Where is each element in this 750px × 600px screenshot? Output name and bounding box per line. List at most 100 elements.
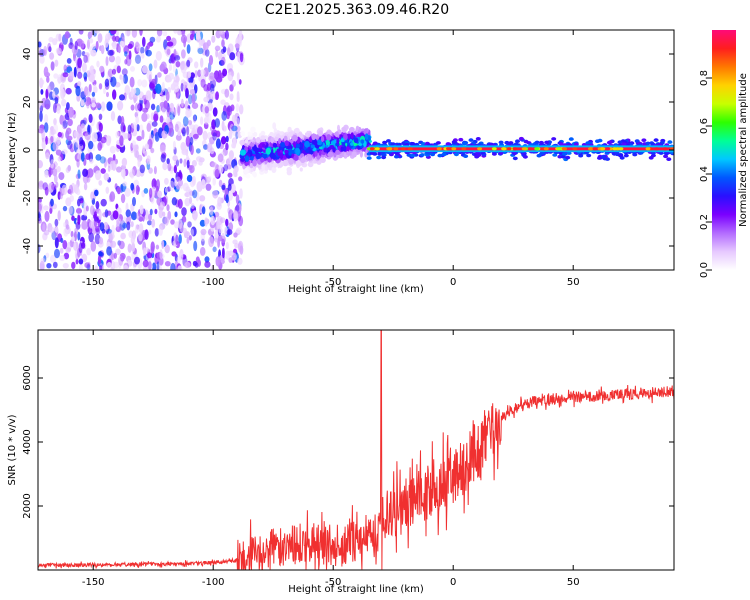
spectrogram-cell xyxy=(127,43,133,50)
spectrogram-cell xyxy=(231,125,238,132)
spectrogram-cell xyxy=(173,84,180,93)
spectrogram-cell xyxy=(239,52,244,63)
spectrogram-cell xyxy=(107,165,111,172)
spectrogram-cell xyxy=(146,155,151,165)
spectrogram-cell xyxy=(181,49,186,59)
spectrogram-cell xyxy=(181,127,186,137)
spectrogram-cell xyxy=(54,237,59,249)
spectrogram-cell xyxy=(225,194,229,204)
spectrogram-cell xyxy=(166,115,171,124)
spectrogram-cell xyxy=(151,121,158,127)
spectrogram-cell xyxy=(120,255,125,262)
spectrogram-cell xyxy=(212,177,216,186)
spectrogram-cell xyxy=(47,42,52,52)
spectrogram-cell xyxy=(654,147,660,151)
spectrogram-cell xyxy=(120,232,126,240)
colorbar-tick-label: 0.0 xyxy=(699,262,710,278)
spectrogram-cell xyxy=(255,137,261,144)
spectrogram-cell xyxy=(240,131,246,137)
spectrogram-cell xyxy=(56,165,61,173)
spectrogram-cell xyxy=(206,82,212,91)
spectrogram-cell xyxy=(71,261,76,270)
spectrogram-cell xyxy=(166,106,170,118)
spectrogram-cell xyxy=(87,168,94,178)
spectrogram-cell xyxy=(476,153,482,157)
spectrogram-cell xyxy=(139,164,145,174)
spectrogram-cell xyxy=(272,122,277,130)
spectrogram-cell xyxy=(556,147,562,151)
spectrogram-cell xyxy=(311,133,316,141)
spectrogram-cell xyxy=(206,142,213,153)
spectrogram-cell xyxy=(381,155,387,160)
spectrogram-cell xyxy=(150,103,156,111)
spectrogram-cell xyxy=(174,123,179,133)
spectrogram-cell xyxy=(141,79,148,88)
spectrogram-cell xyxy=(186,44,191,54)
spectrogram-cell xyxy=(50,128,56,135)
spectrogram-cell xyxy=(226,164,232,170)
spectrogram-cell xyxy=(155,244,160,250)
spectrogram-cell xyxy=(142,247,147,256)
spectrogram-cell xyxy=(103,157,107,168)
spectrogram-cell xyxy=(551,137,557,141)
spectrogram-cell xyxy=(218,30,225,35)
spectrogram-cell xyxy=(153,166,157,175)
spectrogram-cell xyxy=(108,232,113,243)
spectrogram-cell xyxy=(214,45,221,52)
spectrogram-cell xyxy=(38,48,43,57)
spectrogram-cell xyxy=(121,157,128,167)
spectrogram-cell xyxy=(112,210,119,220)
spectrogram-cell xyxy=(45,135,48,145)
spectrogram-cell xyxy=(612,147,618,151)
y-tick-label: 40 xyxy=(22,48,33,61)
spectrogram-cell xyxy=(66,58,72,64)
spectrogram-cell xyxy=(173,48,177,58)
spectrogram-cell xyxy=(66,135,73,141)
spectrogram-cell xyxy=(343,133,348,141)
spectrogram-cell xyxy=(498,140,504,145)
spectrogram-cell xyxy=(237,257,243,265)
spectrogram-cell xyxy=(200,69,206,76)
spectrogram-cell xyxy=(164,261,171,267)
spectrogram-cell xyxy=(95,154,102,161)
spectrogram-cell xyxy=(55,47,62,55)
spectrogram-cell xyxy=(175,60,181,68)
spectrogram-cell xyxy=(116,187,121,195)
spectrogram-cell xyxy=(90,69,95,81)
spectrogram-cell xyxy=(621,142,627,146)
spectrogram-cell xyxy=(160,61,167,70)
spectrogram-cell xyxy=(534,140,540,145)
spectrogram-cell xyxy=(249,142,255,147)
spectrogram-cell xyxy=(144,150,148,157)
spectrogram-cell xyxy=(364,133,369,140)
spectrogram-cell xyxy=(54,97,59,105)
colorbar-tick-label: 0.4 xyxy=(699,166,710,182)
spectrogram-cell xyxy=(188,94,193,105)
spectrogram-cell xyxy=(43,45,48,57)
spectrogram-cell xyxy=(287,131,293,137)
spectrogram-cell xyxy=(141,112,148,123)
spectrogram-cell xyxy=(65,197,72,207)
spectrogram-cell xyxy=(288,158,294,165)
spectrogram-cell xyxy=(166,77,173,83)
spectrogram-cell xyxy=(159,144,166,154)
spectrogram-cell xyxy=(44,114,49,125)
spectrogram-cell xyxy=(78,30,84,35)
spectrogram-cell xyxy=(112,261,119,269)
spectrogram-cell xyxy=(197,126,203,136)
spectrogram-cell xyxy=(451,147,457,151)
spectrogram-cell xyxy=(120,193,126,204)
spectrogram-cell xyxy=(228,209,234,220)
spectrogram-cell xyxy=(150,246,155,255)
spectrogram-cell xyxy=(83,54,88,64)
spectrogram-cell xyxy=(140,46,145,54)
spectrogram-cell xyxy=(157,190,163,198)
spectrogram-cell xyxy=(261,153,268,159)
spectrogram-cell xyxy=(39,55,45,64)
spectrogram-cell xyxy=(386,139,391,143)
snr-panel: -150 -100 -50 0 50 2000 4000 6000 Height of str… xyxy=(7,329,675,595)
spectrogram-cell xyxy=(148,187,153,199)
spectrogram-cell xyxy=(45,89,49,100)
spectrogram-cell xyxy=(77,81,82,87)
spectrogram-cell xyxy=(235,227,242,234)
